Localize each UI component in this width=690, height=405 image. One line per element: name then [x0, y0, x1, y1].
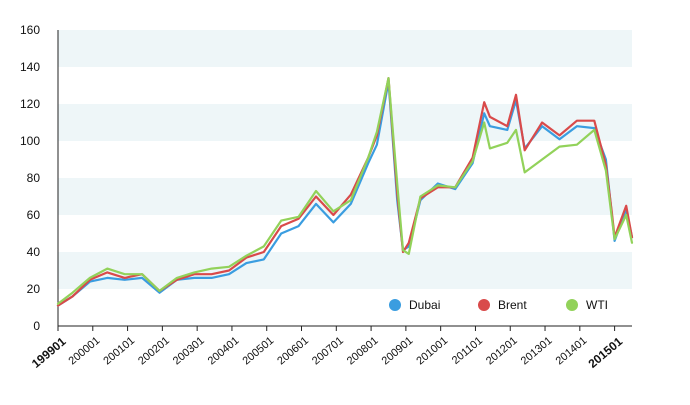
legend-swatch-wti: [566, 299, 578, 311]
x-axis: 1999012000012001012002012003012004012005…: [29, 325, 632, 371]
y-tick-label: 160: [20, 23, 40, 37]
legend-swatch-dubai: [389, 299, 401, 311]
y-tick-label: 60: [27, 208, 41, 222]
band-3: [58, 30, 632, 67]
legend: Dubai Brent WTI: [389, 298, 608, 312]
x-tick-label: 200901: [380, 335, 416, 368]
x-tick-label: 200401: [206, 335, 242, 368]
y-tick-label: 100: [20, 134, 40, 148]
y-tick-label: 120: [20, 97, 40, 111]
x-tick-label: 199901: [29, 334, 69, 371]
x-tick-label: 201001: [414, 335, 450, 368]
x-tick-label: 200501: [240, 335, 276, 368]
x-tick-label: 200801: [345, 335, 381, 368]
x-tick-label: 201201: [484, 335, 520, 368]
x-tick-label: 200301: [171, 335, 207, 368]
legend-label-dubai: Dubai: [409, 298, 440, 312]
y-tick-label: 0: [33, 319, 40, 333]
y-tick-label: 140: [20, 60, 40, 74]
series-line-wti: [56, 77, 634, 305]
x-tick-label: 201401: [554, 335, 590, 368]
x-tick-label: 201301: [519, 335, 555, 368]
legend-swatch-brent: [478, 299, 490, 311]
y-tick-label: 80: [27, 171, 41, 185]
x-tick-label: 200701: [310, 335, 346, 368]
x-tick-label: 201101: [450, 335, 485, 367]
band-0: [58, 252, 632, 289]
x-tick-label: 201501: [586, 334, 626, 371]
legend-label-wti: WTI: [586, 298, 608, 312]
series-lines: [56, 77, 634, 307]
y-tick-label: 40: [27, 245, 41, 259]
band-2: [58, 104, 632, 141]
x-tick-label: 200201: [136, 335, 172, 368]
y-tick-label: 20: [27, 282, 41, 296]
x-tick-label: 200101: [101, 335, 137, 368]
x-tick-label: 200001: [67, 335, 103, 368]
x-tick-label: 200601: [275, 335, 311, 368]
background-bands: [58, 30, 632, 289]
legend-label-brent: Brent: [498, 298, 527, 312]
y-axis: 0 20 40 60 80 100 120 140 160: [20, 23, 59, 333]
